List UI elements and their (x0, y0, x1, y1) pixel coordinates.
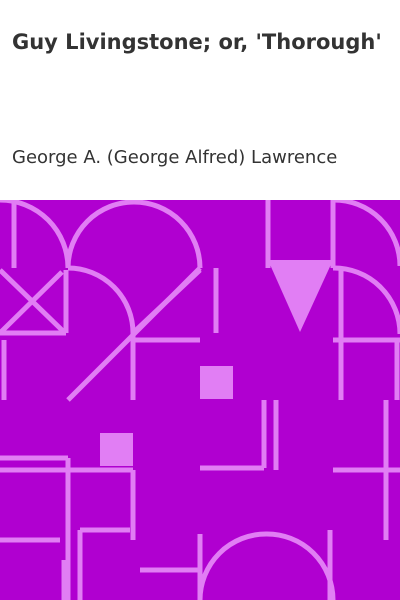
pattern-square (200, 366, 233, 399)
pattern-arc (67, 265, 136, 334)
book-author: George A. (George Alfred) Lawrence (12, 147, 338, 168)
pattern-square (100, 433, 133, 466)
pattern-line (131, 268, 202, 335)
book-title: Guy Livingstone; or, 'Thorough' (12, 30, 382, 54)
pattern-triangle (268, 260, 333, 332)
artwork-pattern (0, 200, 400, 600)
pattern-arc (333, 200, 400, 267)
cover-header: Guy Livingstone; or, 'Thorough' George A… (0, 0, 400, 200)
cover-artwork (0, 200, 400, 600)
pattern-arc (65, 200, 203, 269)
pattern-arc (332, 265, 400, 335)
pattern-line (0, 270, 64, 335)
artwork-shapes (100, 260, 333, 466)
